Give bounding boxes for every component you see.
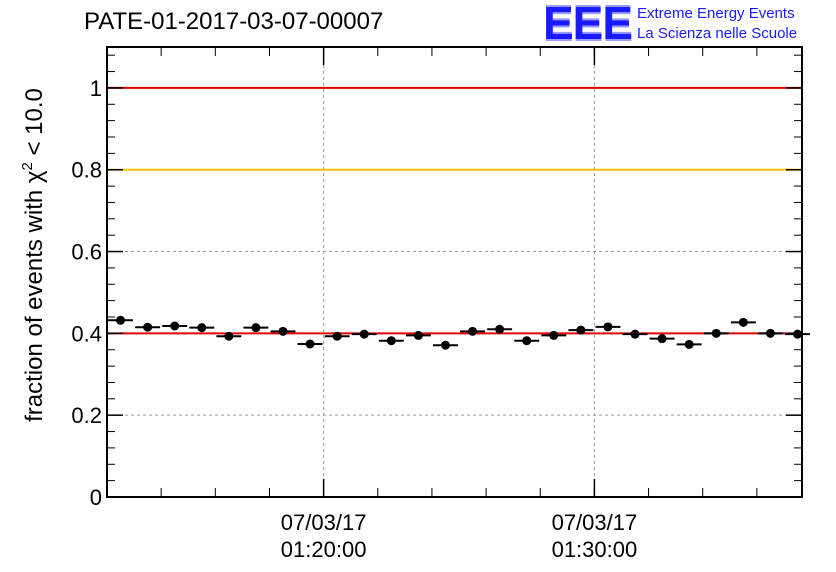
x-tick-label-time: 01:20:00 xyxy=(281,537,367,562)
y-tick-labels: 0 0.2 0.4 0.6 0.8 1 xyxy=(71,76,102,510)
y-tick-label: 1 xyxy=(90,76,102,101)
data-point xyxy=(332,331,342,341)
data-point xyxy=(738,317,748,327)
data-point xyxy=(495,324,505,334)
y-axis-label-prefix: fraction of events with xyxy=(21,183,48,422)
y-tick-label: 0.8 xyxy=(71,158,102,183)
data-point xyxy=(765,328,775,338)
data-point xyxy=(603,322,613,332)
data-point xyxy=(684,339,694,349)
eee-logo-mark: EEE xyxy=(543,0,633,49)
data-point xyxy=(170,321,180,331)
reference-lines xyxy=(107,86,802,335)
x-tick-label-time: 01:30:00 xyxy=(552,537,638,562)
data-point xyxy=(630,329,640,339)
data-points xyxy=(108,315,810,350)
data-point xyxy=(386,336,396,346)
chart-title: PATE-01-2017-03-07-00007 xyxy=(84,8,384,35)
y-axis-label-suffix: < 10.0 xyxy=(21,88,48,162)
y-tick-label: 0.6 xyxy=(71,240,102,265)
data-point xyxy=(413,330,423,340)
data-point xyxy=(305,339,315,349)
y-tick-label: 0.2 xyxy=(71,403,102,428)
data-point xyxy=(549,330,559,340)
data-point xyxy=(116,315,126,325)
x-tick-label-date: 07/03/17 xyxy=(552,510,638,535)
data-point xyxy=(359,329,369,339)
y-tick-label: 0.4 xyxy=(71,321,102,346)
plot-frame xyxy=(106,46,803,498)
logo-caption-line1: Extreme Energy Events xyxy=(637,5,795,22)
data-point xyxy=(711,328,721,338)
data-point xyxy=(576,325,586,335)
data-point xyxy=(197,323,207,333)
data-point xyxy=(440,340,450,350)
data-point xyxy=(468,326,478,336)
data-point xyxy=(251,323,261,333)
grid-lines xyxy=(107,47,802,497)
data-point xyxy=(522,336,532,346)
axis-ticks xyxy=(107,47,802,498)
data-point xyxy=(792,329,802,339)
eee-logo: EEE Extreme Energy Events La Scienza nel… xyxy=(543,0,833,49)
data-point xyxy=(143,322,153,332)
logo-caption-line2: La Scienza nelle Scuole xyxy=(637,25,798,42)
y-axis-label: fraction of events with χ2 < 10.0 xyxy=(19,88,48,422)
data-point xyxy=(657,334,667,344)
x-tick-label-date: 07/03/17 xyxy=(281,510,367,535)
y-axis-label-superscript: 2 xyxy=(19,162,36,170)
data-point xyxy=(224,331,234,341)
y-axis-label-symbol: χ xyxy=(21,170,48,183)
data-point xyxy=(278,326,288,336)
y-tick-label: 0 xyxy=(90,485,102,510)
